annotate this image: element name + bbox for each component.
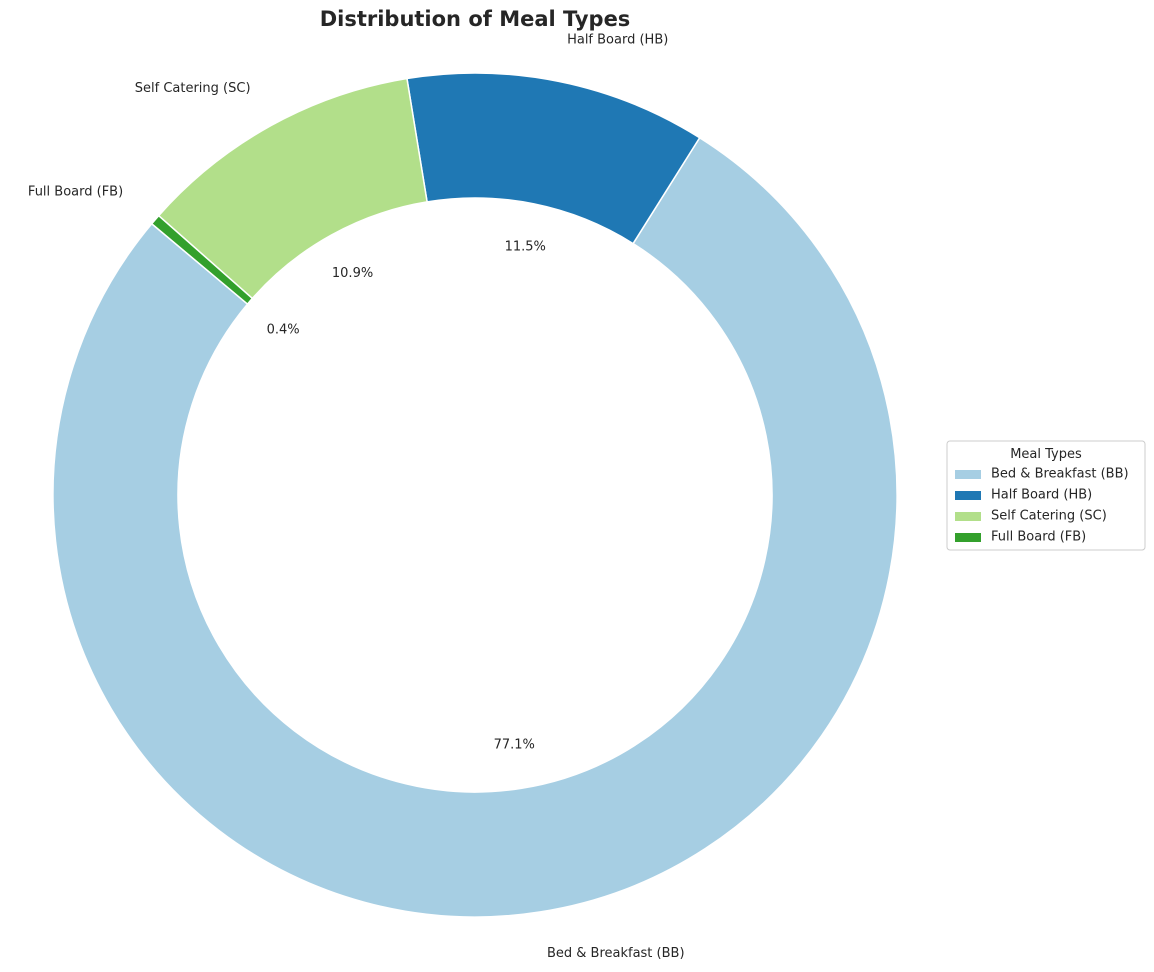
legend-swatch-half-board-hb bbox=[955, 491, 981, 500]
slice-full-board-fb bbox=[150, 214, 254, 306]
legend-label-half-board-hb: Half Board (HB) bbox=[991, 488, 1092, 503]
legend-title: Meal Types bbox=[1010, 447, 1082, 462]
legend-label-full-board-fb: Full Board (FB) bbox=[991, 530, 1086, 545]
slice-label-half-board-hb: Half Board (HB) bbox=[567, 33, 668, 48]
slice-bed-breakfast-bb bbox=[52, 136, 898, 918]
legend-swatch-self-catering-sc bbox=[955, 512, 981, 521]
slice-label-self-catering-sc: Self Catering (SC) bbox=[135, 81, 251, 96]
legend-swatch-bed-breakfast-bb bbox=[955, 470, 981, 479]
donut-slices bbox=[52, 72, 898, 918]
slice-labels: Bed & Breakfast (BB) Half Board (HB) Self … bbox=[28, 33, 685, 962]
pct-label-half-board-hb: 11.5% bbox=[505, 239, 546, 254]
legend-label-self-catering-sc: Self Catering (SC) bbox=[991, 509, 1107, 524]
pct-label-self-catering-sc: 10.9% bbox=[332, 266, 373, 281]
slice-label-full-board-fb: Full Board (FB) bbox=[28, 185, 123, 200]
slice-label-bed-breakfast-bb: Bed & Breakfast (BB) bbox=[547, 946, 685, 961]
percentage-labels: 77.1% 11.5% 10.9% 0.4% bbox=[267, 239, 546, 752]
pct-label-bed-breakfast-bb: 77.1% bbox=[494, 738, 535, 753]
pct-label-full-board-fb: 0.4% bbox=[267, 322, 300, 337]
legend-box bbox=[946, 440, 1146, 551]
legend-label-bed-breakfast-bb: Bed & Breakfast (BB) bbox=[991, 467, 1129, 482]
legend-swatch-full-board-fb bbox=[955, 533, 981, 542]
legend: Meal Types Bed & Breakfast (BB) Half Boar… bbox=[946, 440, 1146, 551]
chart-title: Distribution of Meal Types bbox=[320, 7, 631, 31]
